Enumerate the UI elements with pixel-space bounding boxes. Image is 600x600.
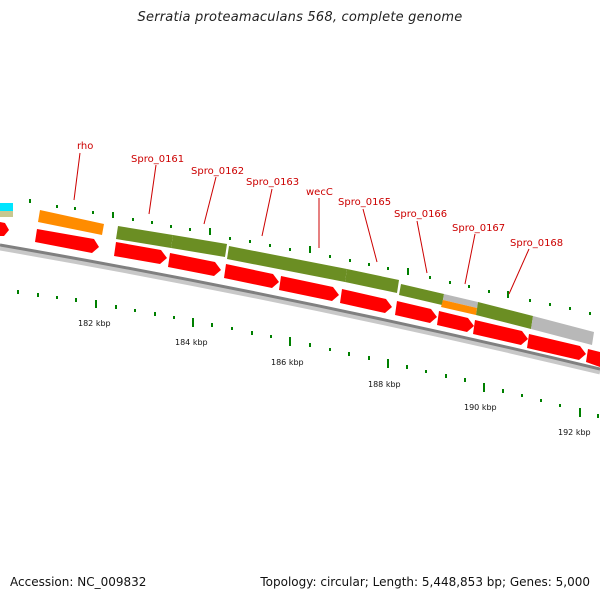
red-gene-partial-left xyxy=(0,222,9,236)
scale-ticks xyxy=(17,290,599,418)
gene-label-spro0163: Spro_0163 xyxy=(246,177,299,188)
gene-spro0163 xyxy=(227,246,347,282)
gene-rho xyxy=(38,210,104,235)
tan-gene-partial xyxy=(0,211,13,217)
cds-arrow xyxy=(114,242,167,264)
cds-arrow xyxy=(437,311,474,332)
gene-label-spro0162: Spro_0162 xyxy=(191,166,244,177)
cds-arrow xyxy=(473,320,528,345)
gene-label-spro0161: Spro_0161 xyxy=(131,154,184,165)
cds-arrow xyxy=(168,253,221,276)
gene-spro0166 xyxy=(441,300,477,315)
scale-label: 190 kbp xyxy=(464,403,497,412)
gene-label-spro0167: Spro_0167 xyxy=(452,223,505,234)
scale-label: 182 kbp xyxy=(78,319,111,328)
gene-label-wecC: wecC xyxy=(306,187,333,198)
gene-spro0161 xyxy=(116,226,173,248)
scale-labels: 182 kbp 184 kbp 186 kbp 188 kbp 190 kbp … xyxy=(78,319,591,437)
cds-arrow xyxy=(224,264,279,288)
upper-ticks xyxy=(29,199,591,315)
genome-summary: Topology: circular; Length: 5,448,853 bp… xyxy=(260,575,590,589)
cds-arrow xyxy=(340,289,392,313)
accession-label: Accession: NC_009832 xyxy=(10,575,147,589)
gene-spro0168 xyxy=(531,316,594,345)
scale-label: 192 kbp xyxy=(558,428,591,437)
cds-arrow xyxy=(527,334,586,360)
cds-track xyxy=(35,229,600,367)
scale-label: 186 kbp xyxy=(271,358,304,367)
gene-spro0167 xyxy=(476,302,533,329)
gene-wecC xyxy=(345,269,399,293)
gene-spro0162 xyxy=(171,235,227,257)
gene-spro0165 xyxy=(399,284,444,305)
gene-track xyxy=(38,210,594,345)
scale-label: 184 kbp xyxy=(175,338,208,347)
label-leaders xyxy=(73,152,530,295)
backbone xyxy=(0,243,600,371)
gene-label-spro0166: Spro_0166 xyxy=(394,209,447,220)
backbone-shadow xyxy=(0,245,600,375)
gene-gray-small xyxy=(443,294,478,308)
gene-label-spro0165: Spro_0165 xyxy=(338,197,391,208)
cds-arrow xyxy=(279,276,339,301)
gene-labels: rho Spro_0161 Spro_0162 Spro_0163 wecC S… xyxy=(77,141,563,249)
gene-label-spro0168: Spro_0168 xyxy=(510,238,563,249)
gene-label-rho: rho xyxy=(77,141,93,152)
map-title: Serratia proteamaculans 568, complete ge… xyxy=(137,10,463,25)
cds-arrow xyxy=(395,301,437,323)
cds-arrow xyxy=(35,229,99,253)
cds-arrow xyxy=(586,349,600,367)
cyan-gene-partial xyxy=(0,203,13,211)
scale-label: 188 kbp xyxy=(368,380,401,389)
